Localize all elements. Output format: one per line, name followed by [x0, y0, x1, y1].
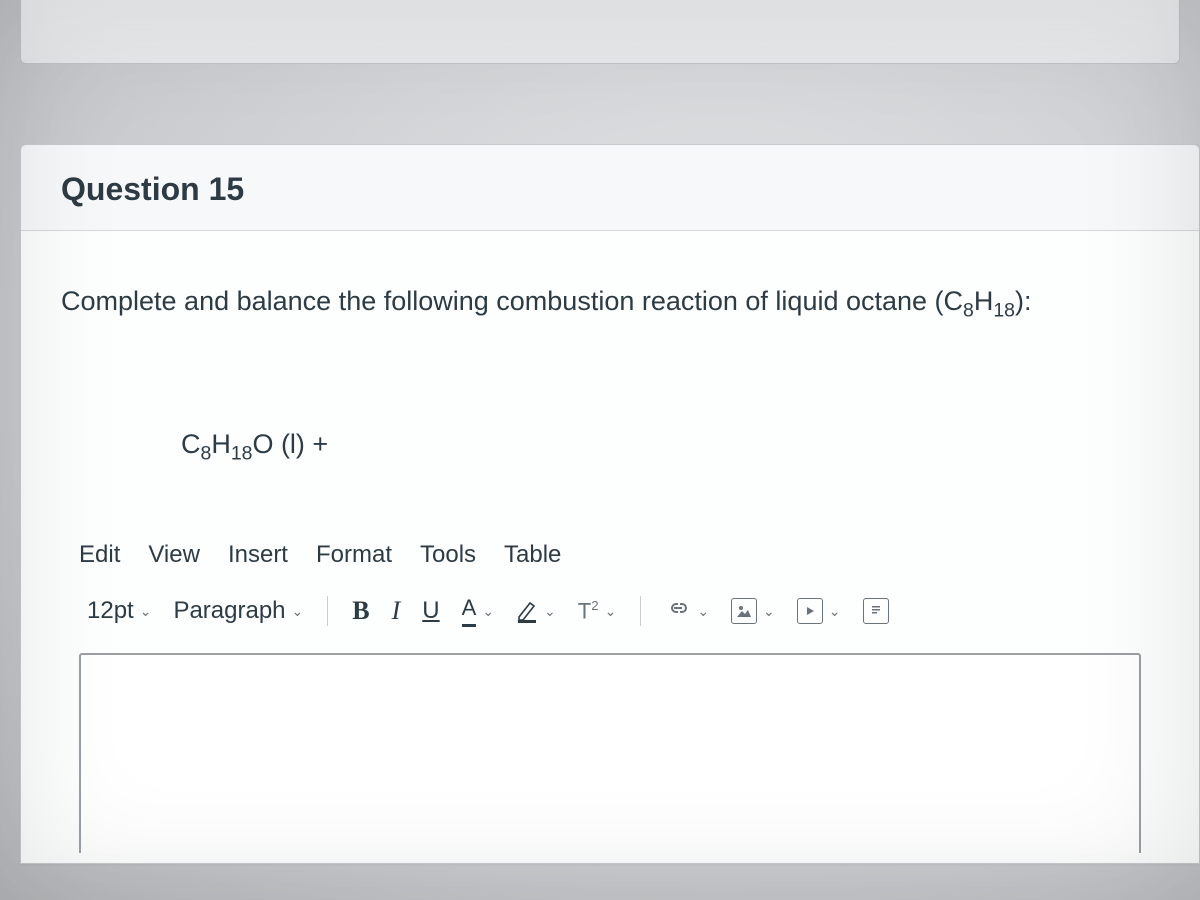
- question-card: Question 15 Complete and balance the fol…: [20, 144, 1200, 864]
- editor-menubar: Edit View Insert Format Tools Table: [61, 535, 1159, 591]
- menu-format[interactable]: Format: [316, 541, 392, 569]
- insert-media-dropdown[interactable]: ⌄: [789, 594, 849, 628]
- insert-image-dropdown[interactable]: ⌄: [723, 594, 783, 628]
- document-icon: [863, 598, 889, 624]
- superscript-t: T: [578, 598, 591, 623]
- prompt-sub-18: 18: [993, 299, 1015, 321]
- prompt-suffix: ):: [1015, 286, 1032, 316]
- formula-s2: 18: [231, 442, 253, 464]
- chevron-down-icon: ⌄: [292, 603, 304, 620]
- formula-c: C: [181, 429, 201, 459]
- superscript-dropdown[interactable]: T2 ⌄: [570, 594, 625, 628]
- menu-edit[interactable]: Edit: [79, 541, 120, 569]
- reaction-formula: C8H18O (l) +: [181, 429, 1159, 465]
- prompt-text: Complete and balance the following combu…: [61, 286, 963, 316]
- insert-document-button[interactable]: [855, 594, 897, 628]
- superscript-exp: 2: [591, 598, 598, 613]
- chevron-down-icon: ⌄: [544, 603, 556, 620]
- question-title: Question 15: [61, 171, 1159, 208]
- text-color-dropdown[interactable]: A ⌄: [454, 591, 502, 631]
- answer-editor[interactable]: [79, 653, 1141, 853]
- chevron-down-icon: ⌄: [697, 603, 709, 620]
- bold-button[interactable]: B: [344, 592, 377, 630]
- italic-button[interactable]: I: [384, 592, 409, 630]
- paragraph-style-dropdown[interactable]: Paragraph ⌄: [165, 593, 311, 629]
- chevron-down-icon: ⌄: [829, 603, 841, 620]
- text-color-icon: A: [462, 595, 477, 627]
- insert-link-dropdown[interactable]: ⌄: [657, 593, 717, 629]
- menu-tools[interactable]: Tools: [420, 541, 476, 569]
- question-body: Complete and balance the following combu…: [21, 231, 1199, 863]
- menu-view[interactable]: View: [148, 541, 200, 569]
- chevron-down-icon: ⌄: [482, 603, 494, 620]
- underline-button[interactable]: U: [414, 593, 447, 629]
- formula-h: H: [211, 429, 231, 459]
- editor-toolbar: 12pt ⌄ Paragraph ⌄ B I U: [61, 591, 1159, 653]
- italic-icon: I: [392, 596, 401, 626]
- menu-table[interactable]: Table: [504, 541, 561, 569]
- previous-question-card-edge: [20, 0, 1180, 64]
- chevron-down-icon: ⌄: [140, 603, 152, 620]
- font-size-label: 12pt: [87, 597, 134, 625]
- image-icon: [731, 598, 757, 624]
- link-icon: [665, 597, 691, 625]
- superscript-icon: T2: [578, 598, 599, 624]
- paragraph-label: Paragraph: [173, 597, 285, 625]
- formula-o: O (l) +: [252, 429, 328, 459]
- highlight-icon: [516, 599, 538, 623]
- media-icon: [797, 598, 823, 624]
- chevron-down-icon: ⌄: [605, 603, 617, 620]
- toolbar-divider: [640, 596, 641, 626]
- font-size-dropdown[interactable]: 12pt ⌄: [79, 593, 159, 629]
- screen: Question 15 Complete and balance the fol…: [0, 0, 1200, 900]
- question-header: Question 15: [21, 145, 1199, 231]
- question-prompt: Complete and balance the following combu…: [61, 283, 1159, 324]
- bold-icon: B: [352, 596, 369, 626]
- prompt-sub-8: 8: [963, 299, 974, 321]
- formula-s1: 8: [201, 442, 212, 464]
- menu-insert[interactable]: Insert: [228, 541, 288, 569]
- highlight-color-dropdown[interactable]: ⌄: [508, 595, 564, 627]
- underline-icon: U: [422, 597, 439, 625]
- toolbar-divider: [327, 596, 328, 626]
- prompt-mid: H: [974, 286, 994, 316]
- chevron-down-icon: ⌄: [763, 603, 775, 620]
